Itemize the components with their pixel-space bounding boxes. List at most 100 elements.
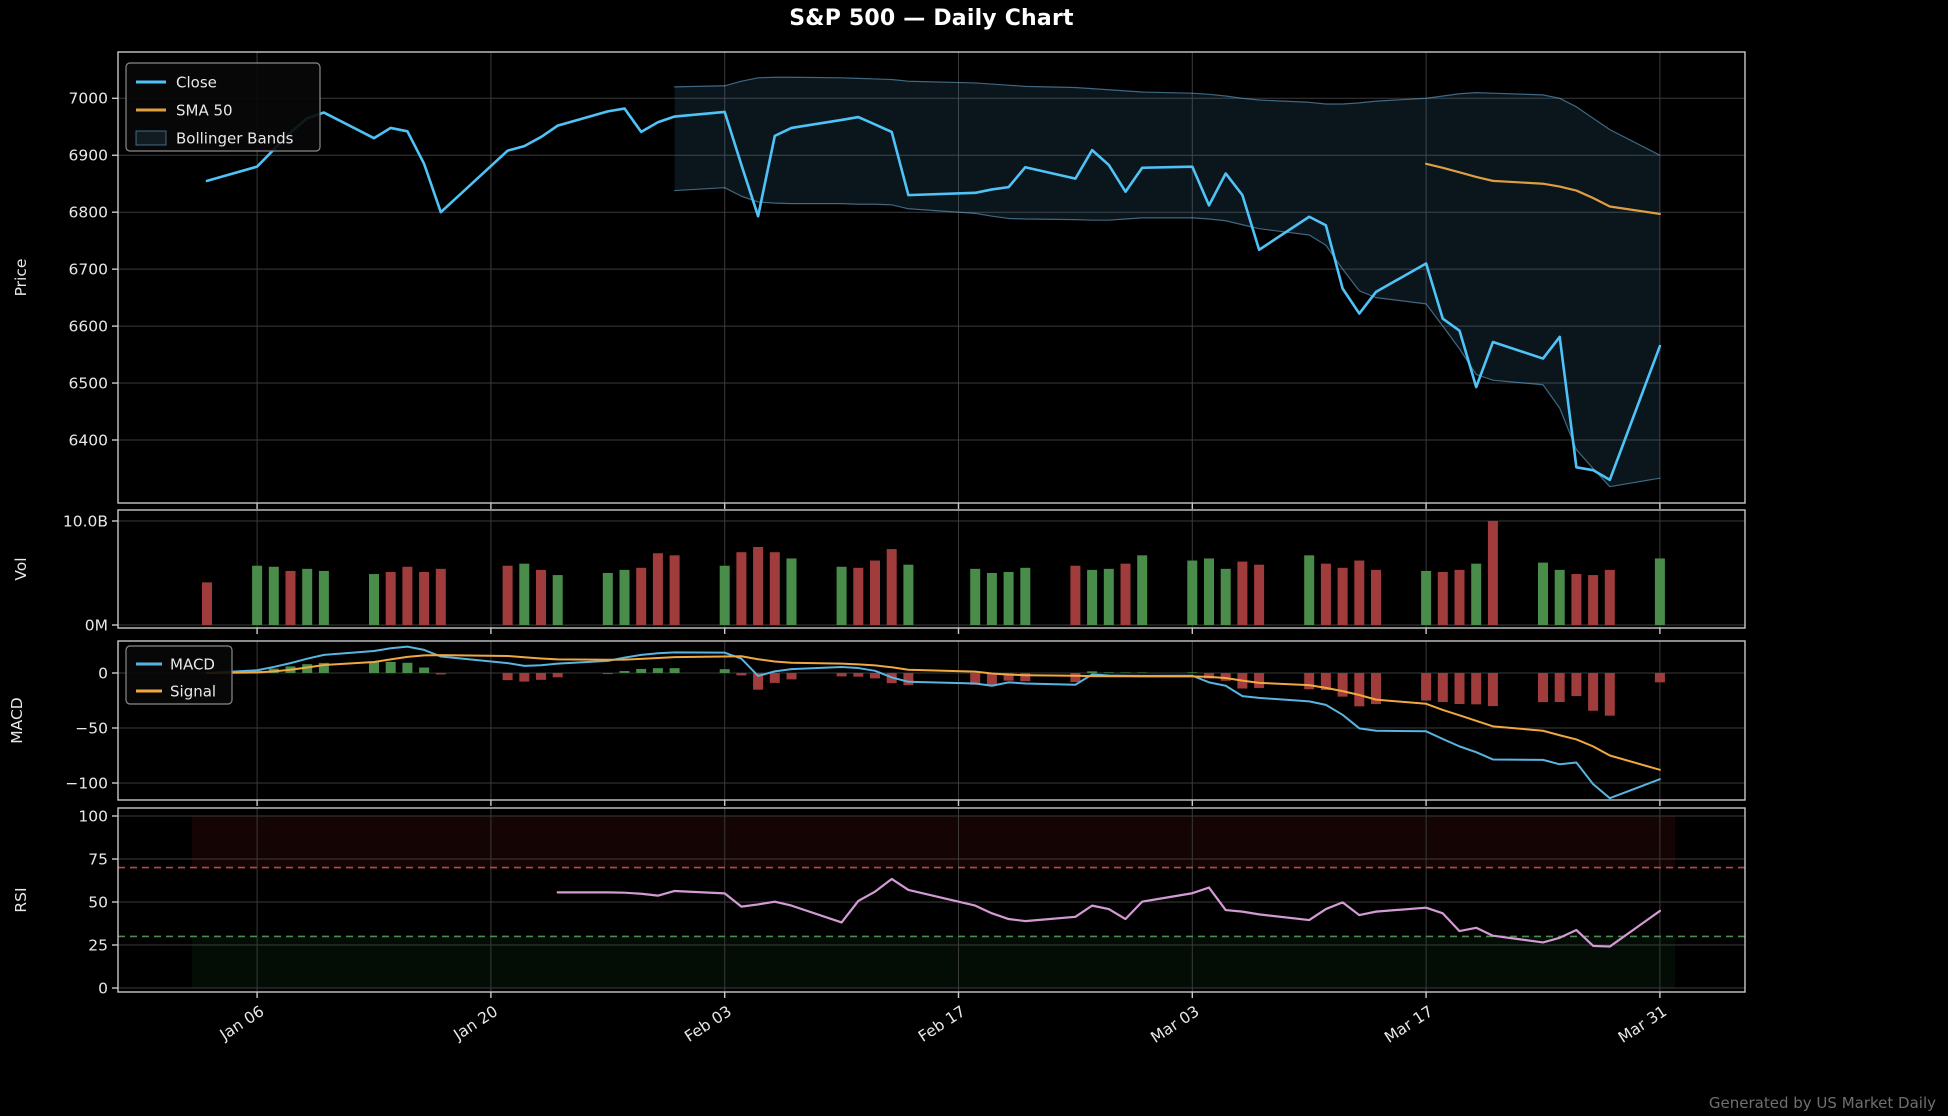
macd-histogram-bar	[669, 668, 680, 673]
macd-histogram-bar	[1454, 673, 1465, 705]
bollinger-band-fill	[674, 77, 1660, 487]
price-legend-label: Close	[176, 73, 217, 91]
y-tick-label: 6600	[69, 318, 108, 336]
volume-bar	[385, 571, 396, 625]
volume-bar	[302, 568, 313, 625]
page-title: S&P 500 — Daily Chart	[789, 6, 1074, 31]
y-tick-label: 6400	[69, 431, 108, 449]
y-tick-label: −50	[75, 719, 108, 737]
y-tick-label: 0	[98, 979, 108, 997]
macd-histogram-bar	[786, 673, 797, 680]
volume-bar	[1604, 569, 1615, 625]
macd-histogram-bar	[536, 673, 546, 680]
close-line	[205, 107, 1662, 482]
macd-histogram-bar	[1588, 673, 1599, 711]
macd-histogram-bar	[385, 661, 396, 673]
sma50-line	[1424, 162, 1662, 216]
volume-bar	[369, 574, 379, 625]
volume-bar	[719, 565, 730, 625]
volume-bar	[1320, 563, 1331, 625]
macd-histogram-bar	[1120, 672, 1131, 673]
volume-bar	[202, 582, 212, 625]
volume-bar	[970, 568, 981, 625]
volume-bar	[318, 570, 329, 625]
macd-histogram-bar	[318, 662, 329, 673]
volume-bar	[903, 564, 914, 625]
macd-histogram-bar	[1020, 673, 1031, 682]
macd-panel-ylabel: MACD	[8, 697, 26, 744]
volume-bar	[886, 549, 897, 625]
volume-bar	[285, 570, 296, 625]
volume-bar	[619, 569, 630, 625]
volume-bar	[870, 560, 880, 625]
macd-histogram-bar	[870, 673, 880, 679]
volume-bar	[1087, 569, 1098, 625]
rsi-panel-ylabel: RSI	[12, 887, 30, 912]
volume-bar	[1371, 569, 1381, 625]
macd-histogram-bar	[402, 662, 413, 673]
macd-histogram-bar	[369, 662, 379, 673]
macd-histogram-bar	[970, 673, 981, 685]
volume-bar	[1020, 567, 1031, 625]
y-tick-label: 6700	[69, 261, 108, 279]
macd-histogram-bar	[619, 671, 630, 673]
volume-bar	[636, 567, 647, 625]
volume-bar	[853, 567, 864, 625]
macd-histogram-bar	[1421, 673, 1432, 701]
volume-bar	[986, 573, 997, 625]
volume-bar	[1070, 565, 1081, 625]
macd-histogram-bar	[1437, 673, 1448, 703]
rsi-line	[556, 877, 1662, 948]
volume-bar	[652, 553, 663, 625]
volume-bar	[1237, 561, 1248, 625]
macd-histogram-bar	[435, 673, 446, 675]
volume-bar	[1454, 569, 1465, 625]
macd-histogram-bar	[836, 673, 847, 677]
volume-bar	[753, 547, 764, 625]
volume-bar	[1437, 571, 1448, 625]
macd-histogram-bar	[502, 673, 513, 681]
macd-histogram-bar	[1554, 673, 1565, 703]
macd-histogram-bar	[1187, 672, 1198, 673]
macd-histogram-bar	[853, 673, 864, 677]
volume-bar	[1120, 563, 1131, 625]
volume-bar	[536, 569, 546, 625]
price-legend-label: Bollinger Bands	[176, 129, 294, 147]
volume-bar	[1354, 560, 1365, 625]
x-tick-label: Jan 20	[450, 1002, 501, 1044]
price-legend-box	[125, 62, 321, 152]
volume-bar	[1187, 560, 1198, 625]
volume-panel-spine	[117, 509, 1746, 629]
volume-bar	[1337, 567, 1348, 625]
volume-panel-ylabel: Vol	[12, 557, 30, 580]
volume-bar	[435, 568, 446, 625]
volume-bar	[552, 575, 563, 625]
x-tick-label: Feb 17	[915, 1002, 968, 1045]
y-tick-label: 0M	[85, 616, 108, 634]
volume-bar	[419, 571, 430, 625]
volume-bar	[786, 558, 797, 625]
rsi-overbought-zone	[192, 816, 1675, 868]
y-tick-label: 25	[88, 936, 108, 954]
macd-histogram-bar	[986, 673, 997, 686]
macd-histogram-bar	[1137, 672, 1148, 673]
rsi-panel-spine	[117, 807, 1746, 993]
macd-histogram-bar	[1003, 673, 1014, 681]
macd-histogram-bar	[1070, 673, 1081, 683]
y-tick-label: 75	[88, 850, 108, 868]
volume-bar	[1137, 555, 1148, 625]
x-tick-label: Mar 17	[1381, 1002, 1436, 1046]
x-tick-label: Mar 03	[1147, 1002, 1202, 1046]
volume-bar	[669, 555, 680, 625]
y-tick-label: 6900	[69, 147, 108, 165]
y-tick-label: 6500	[69, 374, 108, 392]
footer-credit: Generated by US Market Daily	[1708, 1094, 1936, 1112]
volume-bar	[1654, 558, 1665, 625]
macd-histogram-bar	[552, 673, 563, 678]
legend-swatch-2	[135, 130, 167, 146]
y-tick-label: −100	[65, 774, 108, 792]
macd-histogram-bar	[1204, 673, 1214, 679]
price-panel-spine	[117, 51, 1746, 504]
x-tick-label: Mar 31	[1615, 1002, 1670, 1046]
